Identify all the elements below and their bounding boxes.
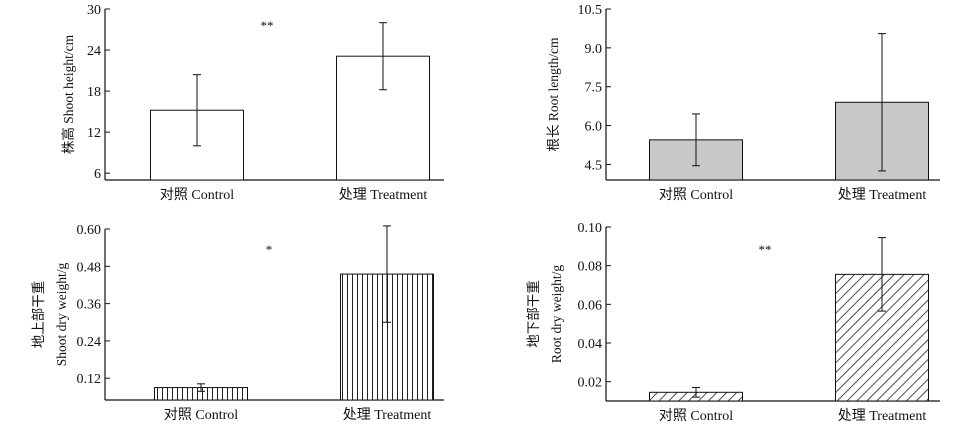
panel-root-dry-weight: 0.02 0.04 0.06 0.08 0.10 地下部干重 Root dry weight… [526,221,940,424]
panel-root-length: 4.5 6.0 7.5 9.0 10.5 根长 Root length/cm 对照 Cont… [546,3,940,203]
category-label: 对照 Control [659,187,733,203]
category-label: 处理 Treatment [838,408,927,424]
y-tick-label: 30 [87,3,101,18]
category-label: 处理 Treatment [343,407,432,423]
significance-marker: ** [261,18,274,33]
y-axis-label: Shoot dry weight/g [54,263,69,367]
y-axis-label: 株高 Shoot height/cm [60,34,76,154]
y-tick-label: 0.36 [77,298,102,313]
panel-shoot-height: 6 12 18 24 30 株高 Shoot height/cm 对照 Control 处理 … [60,3,444,203]
category-label: 处理 Treatment [339,187,428,203]
y-tick-label: 0.06 [578,298,603,313]
y-tick-label: 4.5 [585,158,603,173]
y-tick-label: 0.12 [77,372,102,387]
category-label: 对照 Control [659,408,733,424]
y-tick-label: 12 [87,126,101,141]
y-tick-label: 0.48 [77,260,102,275]
y-tick-label: 0.10 [578,221,603,236]
y-tick-label: 18 [87,85,101,100]
y-tick-label: 6 [94,167,101,182]
y-tick-label: 9.0 [585,42,603,57]
y-axis-label: 地下部干重 [526,280,541,348]
y-tick-label: 0.60 [77,223,102,238]
y-axis-label: Root dry weight/g [549,265,564,363]
category-label: 处理 Treatment [838,187,927,203]
y-tick-label: 7.5 [585,81,603,96]
y-tick-label: 0.02 [578,376,603,391]
y-tick-label: 0.08 [578,260,603,275]
significance-marker: * [266,242,273,257]
y-tick-label: 0.04 [578,337,603,352]
y-axis-label: 地上部干重 [31,281,46,349]
y-tick-label: 10.5 [578,3,603,18]
panel-shoot-dry-weight: 0.12 0.24 0.36 0.48 0.60 地上部干重 Shoot dry weigh… [31,223,444,423]
y-axis-label: 根长 Root length/cm [546,37,561,151]
significance-marker: ** [759,242,772,257]
y-tick-label: 6.0 [585,120,603,135]
y-tick-label: 24 [87,44,101,59]
y-tick-label: 0.24 [77,335,102,350]
category-label: 对照 Control [160,187,234,203]
category-label: 对照 Control [164,407,238,423]
